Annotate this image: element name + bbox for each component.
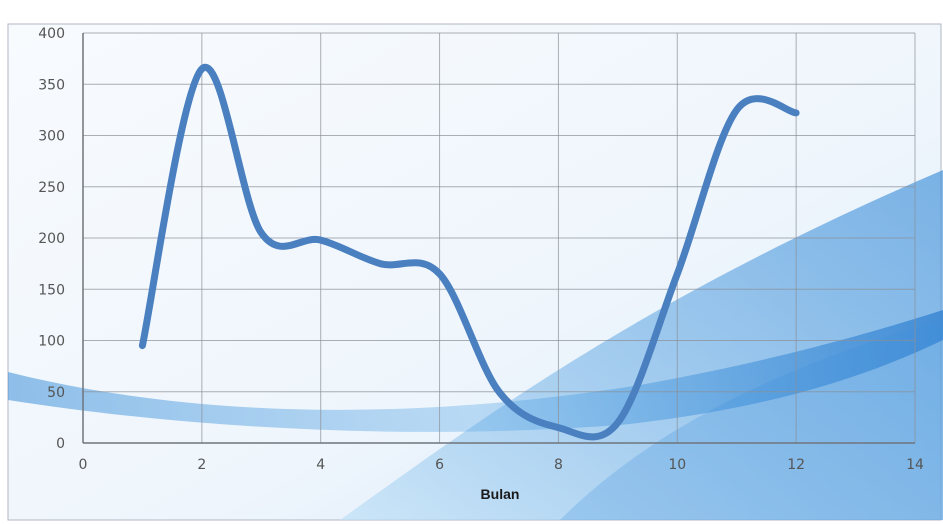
y-tick-label: 50 <box>47 385 65 401</box>
x-tick-label: 0 <box>79 457 88 473</box>
y-tick-label: 150 <box>38 282 65 298</box>
chart-background <box>7 23 943 521</box>
y-tick-label: 400 <box>38 26 65 42</box>
data-point <box>555 424 562 431</box>
data-point <box>317 237 324 244</box>
data-point <box>496 388 503 395</box>
series <box>138 63 800 441</box>
x-tick-label: 2 <box>197 457 206 473</box>
data-point <box>733 106 740 113</box>
y-tick-label: 0 <box>56 436 65 452</box>
tick-labels: 0 50 100 150 200 250 300 350 400 0 2 4 6 8 10 12 14 <box>38 26 924 473</box>
x-tick-label: 12 <box>787 457 805 473</box>
x-tick-label: 8 <box>554 457 563 473</box>
data-point <box>377 260 384 267</box>
series-line <box>138 63 800 441</box>
x-axis-label: Bulan <box>481 486 520 502</box>
data-point <box>198 65 205 72</box>
y-tick-label: 350 <box>38 77 65 93</box>
x-tick-label: 4 <box>316 457 325 473</box>
x-tick-label: 14 <box>906 457 924 473</box>
data-point <box>258 229 265 236</box>
y-tick-label: 200 <box>38 231 65 247</box>
y-tick-label: 250 <box>38 180 65 196</box>
data-point <box>674 270 681 277</box>
y-tick-label: 300 <box>38 129 65 145</box>
data-point <box>139 342 146 349</box>
data-point <box>436 270 443 277</box>
x-tick-label: 10 <box>668 457 686 473</box>
axes <box>82 33 915 444</box>
data-point <box>793 109 800 116</box>
x-tick-label: 6 <box>435 457 444 473</box>
data-point <box>614 419 621 426</box>
y-tick-label: 100 <box>38 334 65 350</box>
